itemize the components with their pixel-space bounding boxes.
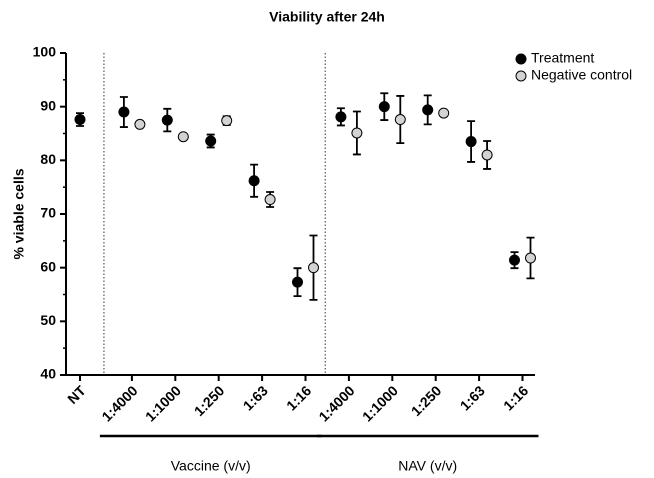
marker [378, 101, 390, 113]
marker [525, 252, 536, 264]
marker [509, 254, 520, 266]
x-tick-label: 1:63 [240, 382, 271, 413]
marker [422, 104, 434, 116]
marker [292, 276, 303, 288]
x-tick-label: 1:16 [283, 382, 314, 413]
x-tick-label: 1:250 [191, 382, 228, 419]
marker [161, 114, 173, 126]
group-label: Vaccine (v/v) [171, 458, 251, 474]
marker [481, 149, 493, 161]
group-label: NAV (v/v) [398, 458, 457, 474]
y-tick-label: 70 [40, 205, 56, 221]
legend-label: Treatment [531, 50, 594, 66]
x-tick-label: 1:1000 [359, 382, 401, 424]
y-tick-label: 90 [40, 97, 56, 113]
marker [221, 115, 233, 127]
marker [335, 111, 347, 123]
marker [351, 127, 363, 139]
x-tick-label: 1:1000 [142, 382, 184, 424]
y-tick-label: 40 [40, 366, 56, 382]
x-tick-label: 1:16 [500, 382, 531, 413]
marker [308, 262, 319, 274]
marker [465, 136, 477, 148]
marker [177, 131, 189, 143]
marker [438, 107, 450, 119]
legend-marker [515, 53, 527, 65]
marker [205, 135, 217, 147]
y-tick-label: 80 [40, 151, 56, 167]
marker [118, 106, 130, 118]
marker [264, 194, 276, 206]
marker [74, 114, 86, 126]
y-axis-label: % viable cells [11, 168, 27, 259]
marker [394, 114, 406, 126]
marker [134, 118, 146, 130]
marker [248, 175, 260, 187]
x-tick-label: 1:4000 [99, 382, 141, 424]
x-tick-label: 1:63 [457, 382, 488, 413]
legend-marker [515, 70, 527, 82]
y-tick-label: 100 [33, 44, 57, 60]
x-tick-label: 1:4000 [316, 382, 358, 424]
x-tick-label: NT [64, 382, 89, 407]
y-tick-label: 60 [40, 258, 56, 274]
legend-label: Negative control [531, 67, 632, 83]
y-tick-label: 50 [40, 312, 56, 328]
chart-title: Viability after 24h [269, 9, 385, 25]
x-tick-label: 1:250 [408, 382, 445, 419]
